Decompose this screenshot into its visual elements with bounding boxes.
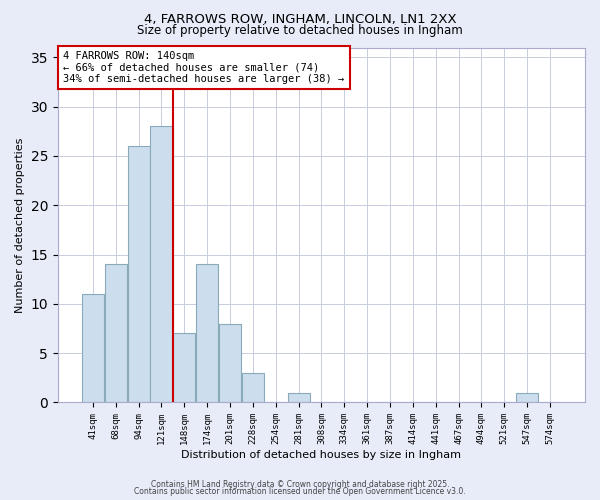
Bar — [196, 264, 218, 402]
Bar — [173, 334, 196, 402]
X-axis label: Distribution of detached houses by size in Ingham: Distribution of detached houses by size … — [181, 450, 461, 460]
Text: 4, FARROWS ROW, INGHAM, LINCOLN, LN1 2XX: 4, FARROWS ROW, INGHAM, LINCOLN, LN1 2XX — [143, 12, 457, 26]
Bar — [287, 392, 310, 402]
Bar — [242, 373, 264, 402]
Bar — [151, 126, 173, 402]
Text: Size of property relative to detached houses in Ingham: Size of property relative to detached ho… — [137, 24, 463, 37]
Bar — [516, 392, 538, 402]
Bar — [82, 294, 104, 403]
Bar — [105, 264, 127, 402]
Bar — [128, 146, 150, 403]
Text: Contains public sector information licensed under the Open Government Licence v3: Contains public sector information licen… — [134, 487, 466, 496]
Text: Contains HM Land Registry data © Crown copyright and database right 2025.: Contains HM Land Registry data © Crown c… — [151, 480, 449, 489]
Bar — [219, 324, 241, 402]
Text: 4 FARROWS ROW: 140sqm
← 66% of detached houses are smaller (74)
34% of semi-deta: 4 FARROWS ROW: 140sqm ← 66% of detached … — [63, 51, 344, 84]
Y-axis label: Number of detached properties: Number of detached properties — [15, 138, 25, 312]
